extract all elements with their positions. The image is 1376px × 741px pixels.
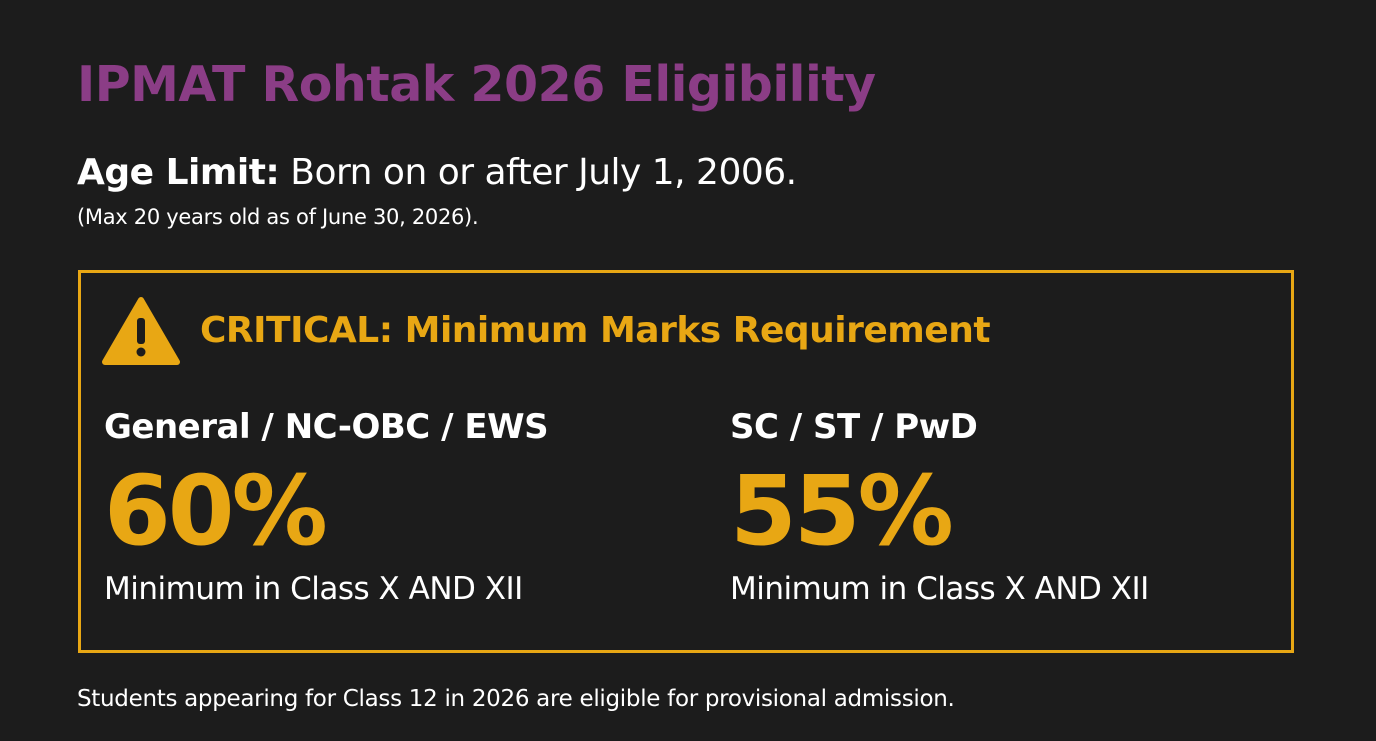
critical-heading: CRITICAL: Minimum Marks Requirement: [200, 310, 991, 351]
warning-icon: [102, 297, 180, 365]
minimum-percent: 55%: [730, 455, 954, 567]
category-general: General / NC-OBC / EWS 60% Minimum in Cl…: [104, 405, 549, 611]
category-reserved: SC / ST / PwD 55% Minimum in Class X AND…: [730, 405, 1149, 611]
category-label: General / NC-OBC / EWS: [104, 407, 549, 447]
age-limit-text: Born on or after July 1, 2006.: [279, 152, 797, 193]
minimum-note: Minimum in Class X AND XII: [730, 571, 1149, 607]
page-title: IPMAT Rohtak 2026 Eligibility: [77, 56, 876, 113]
age-limit: Age Limit: Born on or after July 1, 2006…: [77, 152, 797, 193]
category-label: SC / ST / PwD: [730, 407, 978, 447]
minimum-note: Minimum in Class X AND XII: [104, 571, 523, 607]
critical-requirements-box: [78, 270, 1294, 653]
age-limit-label: Age Limit:: [77, 152, 280, 193]
footer-note: Students appearing for Class 12 in 2026 …: [77, 686, 955, 712]
minimum-percent: 60%: [104, 455, 328, 567]
age-limit-note: (Max 20 years old as of June 30, 2026).: [77, 205, 479, 229]
